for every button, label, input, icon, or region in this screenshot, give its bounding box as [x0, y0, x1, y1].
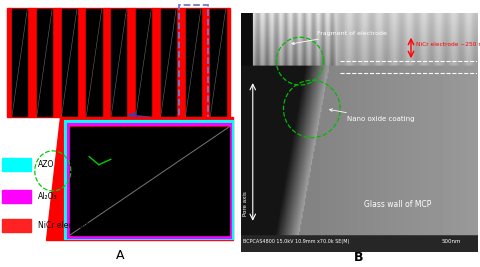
Bar: [2, 219, 31, 232]
Text: Nano oxide coating: Nano oxide coating: [330, 109, 415, 122]
Text: BCPCAS4800 15.0kV 10.9mm x70.0k SE(M): BCPCAS4800 15.0kV 10.9mm x70.0k SE(M): [243, 239, 350, 244]
Bar: [111, 9, 127, 116]
Bar: [136, 9, 151, 116]
Bar: [131, 8, 156, 117]
Bar: [185, 9, 201, 116]
Bar: [57, 8, 82, 117]
Text: Al₂O₃: Al₂O₃: [38, 192, 58, 201]
Text: NiCr electrode ~250 nm: NiCr electrode ~250 nm: [416, 42, 480, 47]
Bar: [61, 9, 77, 116]
Text: Glass wall of MCP: Glass wall of MCP: [364, 200, 431, 209]
Bar: [68, 124, 230, 237]
Bar: [66, 122, 231, 238]
Bar: [2, 190, 31, 203]
Bar: [156, 8, 181, 117]
Bar: [107, 8, 131, 117]
Text: Pore axis: Pore axis: [243, 192, 248, 217]
Text: AZO: AZO: [38, 160, 55, 169]
Bar: [181, 8, 205, 117]
Bar: [7, 8, 32, 117]
Text: Fragment of electrode: Fragment of electrode: [292, 31, 386, 45]
Bar: [36, 9, 52, 116]
Text: 500nm: 500nm: [442, 239, 461, 244]
Bar: [70, 127, 229, 235]
Polygon shape: [46, 117, 233, 240]
Bar: [32, 8, 57, 117]
Text: A: A: [116, 249, 124, 262]
Bar: [12, 9, 27, 116]
Bar: [205, 8, 230, 117]
Bar: [210, 9, 226, 116]
Bar: [179, 5, 207, 121]
Bar: [86, 9, 102, 116]
Text: B: B: [354, 251, 364, 264]
Bar: [82, 8, 107, 117]
Bar: [161, 9, 176, 116]
Bar: [2, 158, 31, 171]
Text: NiCr electrode: NiCr electrode: [38, 221, 93, 230]
